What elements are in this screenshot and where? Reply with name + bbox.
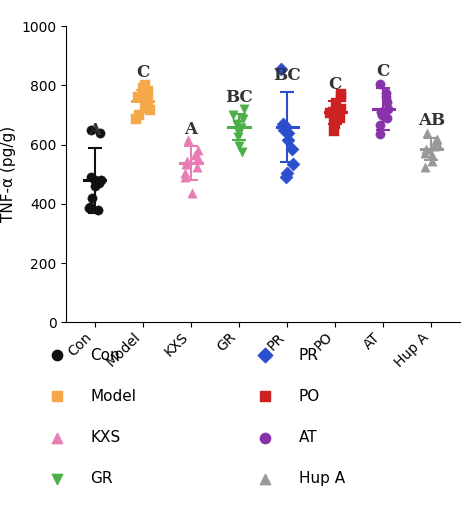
Point: [234, 133, 242, 141]
Point: [423, 128, 431, 137]
Text: Model: Model: [90, 389, 136, 404]
Point: [330, 116, 338, 125]
Point: [233, 121, 241, 129]
Point: [376, 80, 383, 88]
Text: GR: GR: [90, 471, 112, 486]
Point: [331, 120, 339, 128]
Point: [422, 145, 429, 153]
Point: [87, 173, 94, 181]
Point: [87, 203, 94, 211]
Text: PR: PR: [299, 348, 319, 363]
Point: [430, 142, 438, 150]
Point: [237, 124, 245, 133]
Point: [96, 128, 104, 137]
Point: [283, 168, 291, 177]
Point: [143, 97, 150, 106]
Point: [236, 142, 243, 150]
Point: [92, 177, 100, 186]
Text: BC: BC: [225, 89, 253, 106]
Point: [233, 120, 241, 128]
Point: [428, 157, 436, 165]
Point: [136, 111, 143, 119]
Point: [282, 123, 290, 131]
Point: [188, 189, 195, 198]
Point: [422, 149, 429, 158]
Point: [280, 120, 287, 128]
Point: [383, 97, 391, 106]
Point: [132, 115, 140, 124]
Text: C: C: [377, 63, 390, 80]
Point: [238, 148, 246, 156]
Point: [234, 127, 241, 135]
Point: [337, 90, 345, 98]
Point: [240, 105, 247, 113]
Point: [183, 157, 191, 165]
Point: [142, 102, 149, 110]
Point: [135, 93, 142, 101]
Point: [182, 160, 190, 168]
Point: [91, 182, 99, 190]
Point: [289, 160, 297, 168]
Point: [144, 96, 152, 104]
Point: [145, 87, 152, 95]
Point: [181, 168, 189, 177]
Text: Con: Con: [90, 348, 119, 363]
Point: [433, 139, 441, 147]
Text: Hup A: Hup A: [299, 471, 345, 486]
Point: [421, 163, 428, 171]
Point: [288, 145, 295, 153]
Point: [194, 146, 201, 154]
Point: [432, 136, 440, 144]
Text: KXS: KXS: [90, 430, 120, 445]
Text: A: A: [88, 122, 101, 139]
Point: [184, 136, 191, 144]
Point: [326, 109, 334, 118]
Point: [194, 154, 202, 162]
Point: [181, 173, 189, 181]
Point: [433, 135, 441, 143]
Point: [284, 136, 292, 144]
Point: [377, 108, 385, 116]
Point: [282, 173, 290, 181]
Text: PO: PO: [299, 389, 320, 404]
Text: AB: AB: [418, 112, 445, 129]
Point: [85, 204, 92, 213]
Text: C: C: [136, 64, 149, 82]
Text: A: A: [184, 121, 198, 138]
Point: [376, 121, 384, 129]
Point: [141, 81, 149, 89]
Point: [88, 194, 96, 202]
Point: [428, 151, 436, 159]
Point: [337, 93, 344, 101]
Point: [281, 125, 288, 134]
Point: [331, 127, 338, 135]
Point: [329, 108, 337, 116]
Text: C: C: [328, 76, 342, 93]
Point: [139, 84, 147, 93]
Point: [384, 105, 392, 113]
Y-axis label: TNF-α (pg/g): TNF-α (pg/g): [1, 126, 16, 222]
Point: [378, 111, 385, 119]
Point: [337, 105, 345, 113]
Point: [284, 128, 292, 137]
Point: [382, 93, 390, 101]
Point: [87, 125, 95, 134]
Point: [333, 99, 340, 107]
Point: [382, 88, 390, 97]
Point: [94, 205, 102, 214]
Point: [277, 65, 285, 73]
Point: [97, 176, 105, 184]
Point: [193, 163, 201, 171]
Point: [91, 176, 99, 184]
Text: AT: AT: [299, 430, 317, 445]
Text: BC: BC: [273, 67, 301, 84]
Point: [191, 151, 199, 159]
Point: [337, 114, 344, 122]
Point: [383, 114, 391, 122]
Point: [229, 111, 237, 119]
Point: [146, 106, 154, 114]
Point: [239, 115, 246, 124]
Point: [376, 130, 384, 138]
Point: [95, 179, 102, 187]
